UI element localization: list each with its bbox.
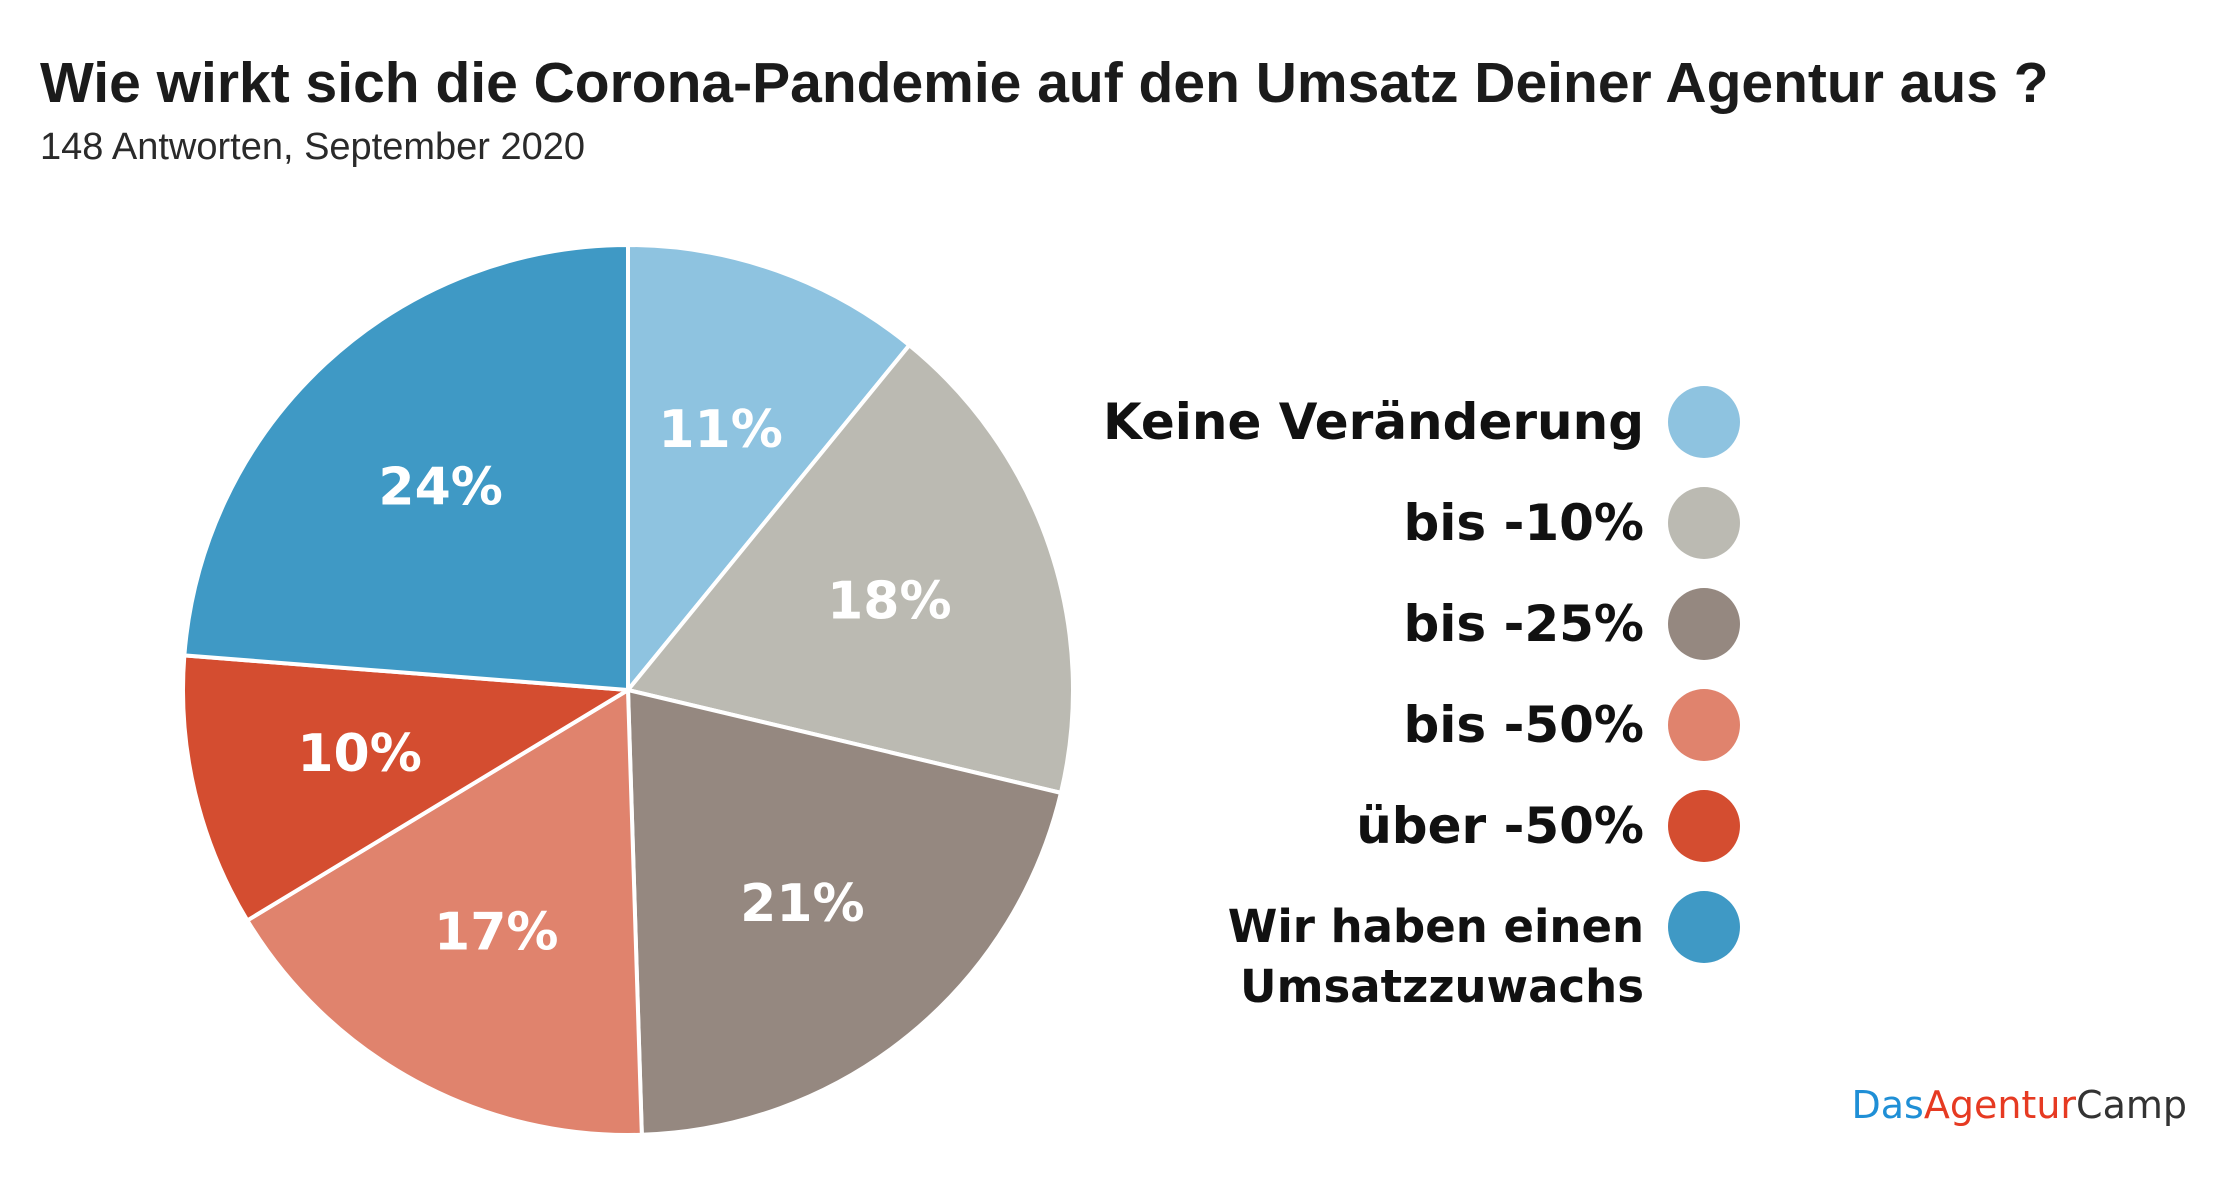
- pie-slice-bis-50: [245, 688, 644, 1137]
- pie-slice-über-50: [181, 653, 630, 923]
- pie-value-label: 18%: [827, 571, 951, 631]
- legend-item: bis -50%: [1403, 689, 1740, 761]
- pie-value-label: 11%: [658, 400, 782, 460]
- pie-slice-bis-10: [626, 343, 1076, 795]
- brand-part-das: Das: [1851, 1083, 1924, 1127]
- pie-slice-wir-haben-einen: [182, 243, 630, 692]
- legend-item: Wir haben einen Umsatzzuwachs: [1227, 891, 1740, 1017]
- pie-value-labels: 11% 18% 21% 17% 10% 24%: [297, 400, 951, 962]
- chart-subtitle: 148 Antworten, September 2020: [40, 126, 586, 168]
- pie-value-label: 17%: [434, 902, 558, 962]
- legend-swatch: [1668, 891, 1740, 963]
- brand-logo: DasAgenturCamp: [1851, 1083, 2187, 1127]
- brand-part-agentur: Agentur: [1923, 1083, 2077, 1127]
- legend-swatch: [1668, 487, 1740, 559]
- legend-item: über -50%: [1356, 790, 1740, 862]
- pie-slice-bis-25: [626, 688, 1063, 1137]
- legend-label: bis -50%: [1403, 696, 1644, 754]
- legend-label: Keine Veränderung: [1102, 393, 1644, 451]
- legend-swatch: [1668, 790, 1740, 862]
- brand-part-camp: Camp: [2076, 1083, 2187, 1127]
- legend-swatch: [1668, 689, 1740, 761]
- pie-value-label: 21%: [740, 874, 864, 934]
- legend-label: Wir haben einen Umsatzzuwachs: [1227, 900, 1644, 1013]
- legend-label: bis -10%: [1403, 494, 1644, 552]
- pie-value-label: 24%: [378, 457, 502, 517]
- legend-label: über -50%: [1356, 797, 1644, 855]
- legend-item: bis -25%: [1403, 588, 1740, 660]
- pie-slice-keine-veränderung: [626, 243, 912, 692]
- chart-title: Wie wirkt sich die Corona-Pandemie auf d…: [40, 51, 2049, 115]
- legend-item: bis -10%: [1403, 487, 1740, 559]
- legend-swatch: [1668, 386, 1740, 458]
- pie-slices: [181, 243, 1076, 1137]
- legend-swatch: [1668, 588, 1740, 660]
- legend-label: bis -25%: [1403, 595, 1644, 653]
- legend-item: Keine Veränderung: [1102, 386, 1740, 458]
- pie-value-label: 10%: [297, 724, 421, 784]
